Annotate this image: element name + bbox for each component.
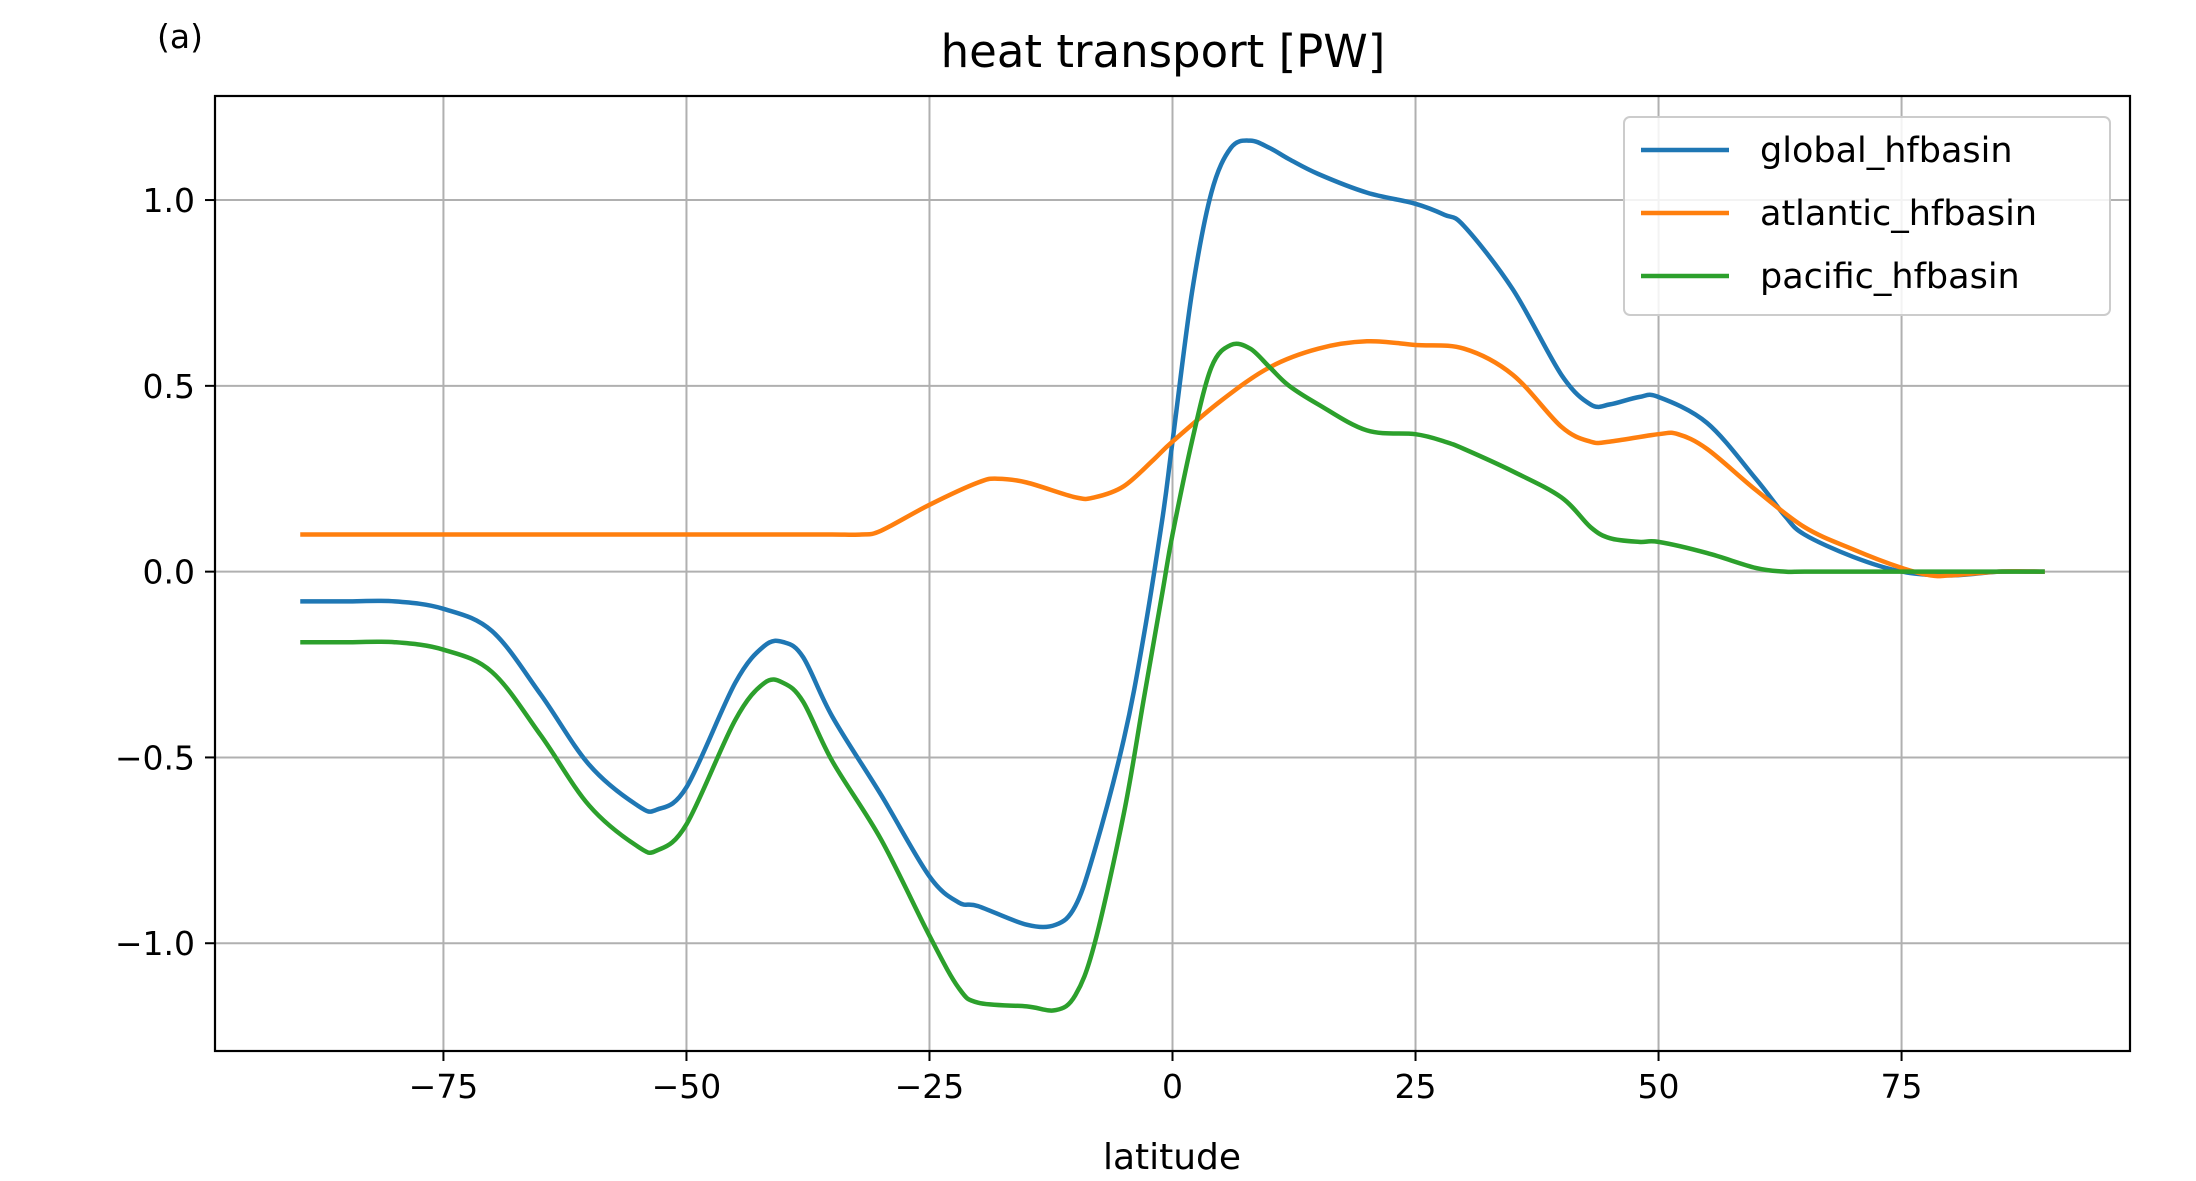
- x-tick-label: 0: [1162, 1067, 1183, 1106]
- x-tick-label: −50: [652, 1067, 722, 1106]
- series-line-global: [300, 138, 2045, 930]
- legend-label-global: global_hfbasin: [1760, 131, 2013, 171]
- series-line-pacific: [300, 341, 2045, 1013]
- legend-label-pacific: pacific_hfbasin: [1760, 257, 2020, 297]
- y-tick-label: 0.5: [143, 367, 195, 406]
- x-tick-label: −25: [895, 1067, 965, 1106]
- panel-label: (a): [157, 17, 203, 56]
- series-line-atlantic: [300, 338, 2045, 579]
- x-tick-label: 25: [1395, 1067, 1437, 1106]
- legend-label-atlantic: atlantic_hfbasin: [1760, 194, 2037, 234]
- y-tick-label: 0.0: [143, 553, 195, 592]
- data-series: [300, 138, 2045, 1013]
- x-tick-label: 50: [1638, 1067, 1680, 1106]
- y-tick-label: −1.0: [115, 924, 195, 963]
- x-tick-label: −75: [409, 1067, 479, 1106]
- y-tick-label: −0.5: [115, 738, 195, 777]
- legend: global_hfbasin atlantic_hfbasin pacific_…: [1623, 116, 2111, 316]
- x-axis-label: latitude: [1103, 1137, 1241, 1178]
- legend-box: [1623, 116, 2111, 316]
- chart-title: heat transport [PW]: [941, 25, 1386, 78]
- axis-ticks: −75 −50 −25 0 25 50 75 −1.0 −0.5 0.0 0.5 1.0: [115, 181, 1923, 1106]
- x-tick-label: 75: [1881, 1067, 1923, 1106]
- y-tick-label: 1.0: [143, 181, 195, 220]
